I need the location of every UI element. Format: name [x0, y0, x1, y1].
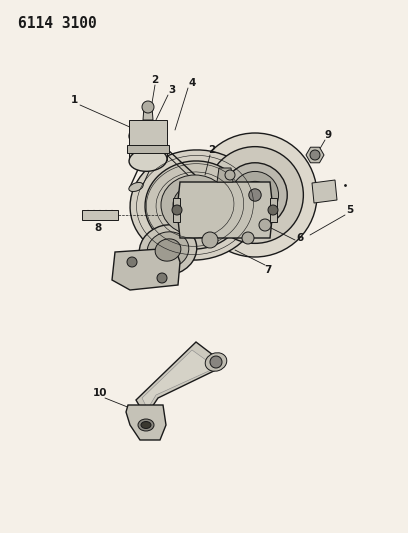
Circle shape: [249, 189, 261, 201]
Text: 7: 7: [264, 265, 272, 275]
Polygon shape: [217, 168, 233, 182]
Ellipse shape: [155, 239, 181, 261]
Text: 6114 3100: 6114 3100: [18, 16, 97, 31]
Ellipse shape: [129, 149, 167, 171]
Ellipse shape: [130, 150, 260, 260]
Circle shape: [206, 147, 304, 244]
Circle shape: [127, 257, 137, 267]
Circle shape: [172, 205, 182, 215]
Circle shape: [268, 205, 278, 215]
Circle shape: [223, 163, 287, 227]
Ellipse shape: [147, 232, 189, 268]
Polygon shape: [129, 120, 167, 160]
Text: 6: 6: [296, 233, 304, 243]
Polygon shape: [143, 107, 153, 120]
Text: 4: 4: [188, 78, 196, 88]
Text: 2: 2: [208, 145, 215, 155]
Polygon shape: [270, 198, 277, 222]
Polygon shape: [177, 182, 273, 238]
Ellipse shape: [139, 225, 197, 275]
Ellipse shape: [129, 124, 167, 147]
Polygon shape: [126, 405, 166, 440]
Polygon shape: [306, 147, 324, 163]
Polygon shape: [82, 210, 118, 220]
Circle shape: [157, 273, 167, 283]
Polygon shape: [312, 180, 337, 203]
Ellipse shape: [173, 185, 217, 225]
Circle shape: [202, 232, 218, 248]
Ellipse shape: [161, 175, 229, 235]
Ellipse shape: [205, 353, 227, 372]
Circle shape: [225, 170, 235, 180]
Circle shape: [242, 181, 268, 208]
Circle shape: [259, 219, 271, 231]
Polygon shape: [112, 248, 180, 290]
Circle shape: [210, 356, 222, 368]
Text: 1: 1: [70, 95, 78, 105]
Circle shape: [193, 133, 317, 257]
Text: 10: 10: [93, 388, 107, 398]
Polygon shape: [173, 198, 180, 222]
Text: 5: 5: [346, 205, 354, 215]
Polygon shape: [136, 342, 220, 412]
Text: 9: 9: [324, 130, 332, 140]
Text: 8: 8: [94, 223, 102, 233]
Polygon shape: [127, 145, 169, 153]
Ellipse shape: [138, 419, 154, 431]
Circle shape: [242, 232, 254, 244]
Circle shape: [310, 150, 320, 160]
Text: 3: 3: [169, 85, 175, 95]
Polygon shape: [142, 350, 211, 406]
Ellipse shape: [141, 422, 151, 429]
Circle shape: [142, 101, 154, 113]
Ellipse shape: [145, 161, 245, 249]
Circle shape: [231, 172, 279, 219]
Ellipse shape: [129, 182, 143, 191]
Text: 2: 2: [151, 75, 159, 85]
